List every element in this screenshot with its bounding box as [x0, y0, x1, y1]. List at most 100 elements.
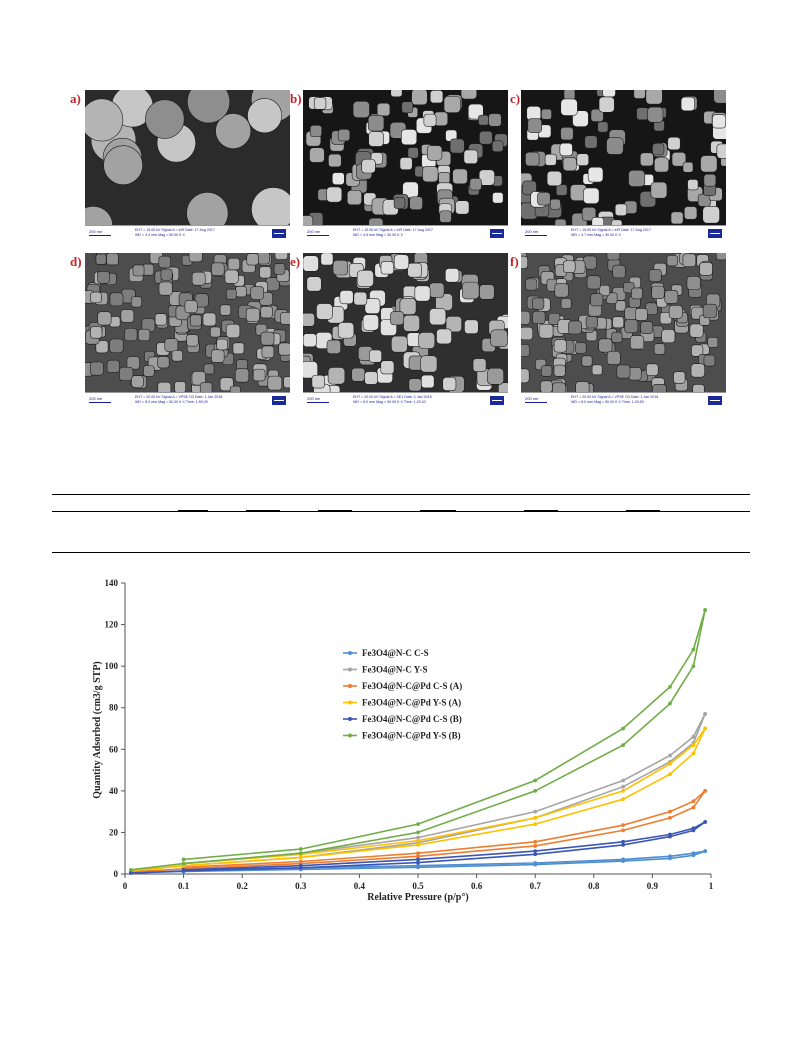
particle: [411, 90, 428, 106]
particle: [189, 314, 202, 327]
particle: [261, 345, 275, 359]
data-point: [621, 857, 625, 862]
particle: [225, 288, 237, 300]
particle: [106, 253, 119, 266]
particle: [612, 316, 625, 329]
particle: [576, 153, 589, 166]
particle: [418, 332, 436, 349]
particle: [337, 128, 351, 142]
particle: [303, 312, 315, 327]
particle: [707, 336, 719, 348]
data-point: [298, 855, 303, 860]
particle: [687, 179, 699, 191]
particle: [202, 312, 217, 327]
particle: [429, 282, 445, 298]
particle: [682, 253, 697, 267]
sem-info-bar: 200 nm EHT = 20.00 kV Signal A = SE1 Date…: [303, 392, 508, 409]
particle: [95, 340, 109, 354]
particle: [422, 166, 439, 183]
particle: [252, 368, 266, 382]
particle: [581, 355, 593, 367]
particle: [581, 206, 597, 222]
particle: [555, 184, 568, 196]
x-tick-label: 0.8: [588, 881, 600, 891]
particle: [191, 271, 206, 286]
data-point: [533, 852, 538, 857]
panel-label: c): [510, 91, 521, 106]
panel-label: d): [70, 254, 82, 269]
particle: [554, 283, 569, 298]
particle: [664, 289, 679, 304]
particle: [309, 125, 322, 138]
sem-metadata-line: EHT = 15.00 kV Signal A = InR Date: 17 A…: [353, 228, 433, 232]
scale-bar-label: 200 nm: [307, 229, 321, 234]
data-point: [668, 753, 672, 758]
particle: [636, 107, 649, 121]
data-point: [416, 857, 420, 862]
data-point: [416, 863, 420, 868]
scale-bar: [89, 402, 111, 403]
particle: [215, 113, 252, 149]
particle: [526, 106, 542, 121]
particle: [138, 328, 151, 341]
zeiss-logo-icon: [490, 396, 504, 405]
particle: [521, 368, 530, 384]
particle: [682, 161, 694, 173]
particle: [492, 192, 504, 204]
particle: [532, 310, 546, 325]
particle: [303, 333, 317, 348]
x-tick-label: 0.7: [530, 881, 542, 891]
particle: [186, 334, 199, 347]
sem-info-bar: 200 nm EHT = 20.00 kV Signal A = VPSE G3 …: [521, 392, 726, 409]
data-point: [533, 778, 538, 783]
particle: [401, 101, 414, 114]
zeiss-logo-icon: [708, 229, 722, 238]
data-point: [533, 861, 538, 865]
particle: [393, 254, 410, 270]
particle: [186, 192, 229, 226]
table-column-rule: [178, 510, 208, 511]
particle: [445, 316, 462, 333]
sem-metadata: EHT = 15.00 kV Signal A = InR Date: 17 A…: [135, 228, 215, 238]
particle: [278, 342, 290, 356]
data-point: [691, 851, 696, 856]
particle: [449, 138, 465, 154]
particle: [171, 350, 183, 362]
particle: [700, 155, 718, 173]
scale-bar: [525, 402, 547, 403]
particle: [346, 190, 362, 206]
data-point: [621, 784, 625, 789]
scale-bar-label: 200 nm: [89, 229, 103, 234]
particle: [479, 284, 495, 300]
particle: [652, 384, 667, 393]
zeiss-logo-icon: [272, 396, 286, 405]
particle: [328, 153, 342, 168]
particle: [624, 319, 639, 334]
data-point: [668, 854, 672, 859]
sem-micrograph: 200 nm EHT = 20.00 kV Signal A = SE1 Date…: [303, 253, 508, 409]
x-tick-label: 1: [709, 881, 714, 891]
particle: [267, 375, 283, 391]
particle: [353, 291, 368, 306]
x-tick-label: 0.4: [354, 881, 366, 891]
data-point: [298, 851, 303, 856]
particle: [521, 255, 528, 269]
data-point: [416, 843, 420, 847]
particle: [132, 264, 145, 277]
data-point: [298, 859, 303, 864]
y-tick-label: 60: [109, 744, 119, 754]
data-point: [298, 847, 303, 851]
particle: [273, 263, 286, 275]
table-column-rule: [246, 510, 280, 511]
x-tick-label: 0: [123, 881, 128, 891]
data-point: [668, 815, 672, 820]
sem-metadata: EHT = 15.00 kV Signal A = InR Date: 17 A…: [571, 228, 651, 238]
data-point: [533, 844, 538, 848]
legend-label: Fe3O4@N-C@Pd Y-S (A): [362, 698, 461, 708]
particle: [597, 121, 609, 133]
particle: [633, 90, 646, 99]
particle: [525, 278, 538, 291]
particle: [584, 135, 598, 149]
particle: [260, 331, 275, 346]
particle: [303, 215, 314, 226]
